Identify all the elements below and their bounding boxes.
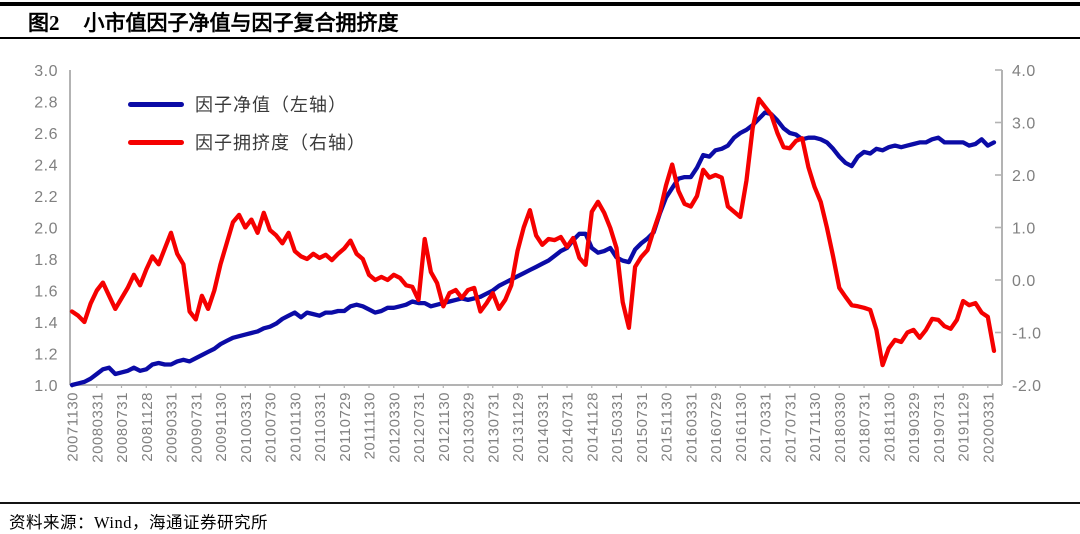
y-axis-left-label: 2.2 — [34, 189, 58, 206]
y-axis-left-label: 1.4 — [34, 315, 58, 332]
x-axis-label: 20170331 — [758, 392, 775, 463]
page-title: 小市值因子净值与因子复合拥挤度 — [83, 11, 399, 35]
x-axis-label: 20200331 — [980, 392, 997, 463]
figure-number: 图2 — [28, 11, 60, 35]
title-underline — [0, 37, 1080, 39]
x-axis-label: 20080331 — [89, 392, 106, 463]
y-axis-left-label: 3.0 — [34, 63, 58, 80]
legend-item-crowding: 因子拥挤度（右轴） — [128, 129, 366, 155]
y-axis-right-label: 2.0 — [1012, 168, 1036, 185]
x-axis-label: 20131129 — [510, 392, 527, 462]
x-axis-label: 20180330 — [832, 392, 849, 463]
x-axis-label: 20140731 — [560, 392, 577, 463]
x-axis-label: 20100730 — [263, 392, 280, 463]
x-axis-label: 20150331 — [609, 392, 626, 463]
y-axis-right-label: -2.0 — [1012, 378, 1042, 395]
x-axis-label: 20101130 — [287, 392, 304, 462]
source-note: 资料来源：Wind，海通证券研究所 — [9, 513, 268, 532]
x-axis-label: 20091130 — [213, 392, 230, 462]
factor-net-value-line — [69, 110, 997, 388]
y-axis-left-label: 2.4 — [34, 158, 58, 175]
x-axis-label: 20140331 — [535, 392, 552, 463]
x-axis-label: 20160331 — [683, 392, 700, 463]
x-axis-label: 20171130 — [807, 392, 824, 462]
x-axis-label: 20130731 — [485, 392, 502, 463]
y-axis-left-label: 2.6 — [34, 126, 58, 143]
x-axis-label: 20180731 — [857, 392, 874, 463]
x-axis-label: 20151130 — [659, 392, 676, 462]
x-axis-label: 20111130 — [362, 392, 379, 459]
y-axis-right-label: -1.0 — [1012, 326, 1042, 343]
x-axis-label: 20160729 — [708, 392, 725, 463]
x-axis-label: 20120330 — [386, 392, 403, 463]
x-axis-label: 20110331 — [312, 392, 329, 462]
x-axis-label: 20181130 — [881, 392, 898, 462]
x-axis-label: 20161130 — [733, 392, 750, 462]
figure-title: 图2 小市值因子净值与因子复合拥挤度 — [28, 7, 399, 37]
legend-label-net-value: 因子净值（左轴） — [195, 95, 347, 115]
x-axis-label: 20150731 — [634, 392, 651, 463]
x-axis-label: 20121130 — [436, 392, 453, 462]
x-axis-label: 20130329 — [461, 392, 478, 463]
top-rule — [0, 2, 1080, 6]
y-axis-right-label: 0.0 — [1012, 273, 1036, 290]
y-axis-left-label: 1.2 — [34, 347, 58, 364]
x-axis-label: 20191129 — [956, 392, 973, 462]
x-axis-label: 20090331 — [164, 392, 181, 463]
net-value-line-swatch — [128, 101, 184, 107]
y-axis-right-label: 1.0 — [1012, 221, 1036, 238]
x-axis-label: 20120731 — [411, 392, 428, 463]
footer-rule — [0, 502, 1080, 504]
x-axis-label: 20170731 — [782, 392, 799, 463]
crowding-line-swatch — [128, 139, 184, 145]
y-axis-left-label: 2.0 — [34, 221, 58, 238]
x-axis-label: 20190329 — [906, 392, 923, 463]
x-axis-label: 20190731 — [931, 392, 948, 463]
x-axis-label: 20141128 — [584, 392, 601, 462]
x-axis-label: 20110729 — [337, 392, 354, 462]
x-axis-label: 20081128 — [139, 392, 156, 462]
y-axis-right-label: 4.0 — [1012, 63, 1036, 80]
legend-label-crowding: 因子拥挤度（右轴） — [195, 133, 366, 153]
x-axis-label: 20090731 — [188, 392, 205, 463]
x-axis-label: 20100331 — [238, 392, 255, 463]
factor-crowding-line — [69, 96, 997, 368]
legend-item-net-value: 因子净值（左轴） — [128, 91, 347, 117]
x-axis-label: 20080731 — [114, 392, 131, 463]
y-axis-right-label: 3.0 — [1012, 116, 1036, 133]
y-axis-left-label: 1.8 — [34, 252, 58, 269]
x-axis-label: 20071130 — [65, 392, 82, 462]
y-axis-left-label: 1.0 — [34, 378, 58, 395]
y-axis-left-label: 1.6 — [34, 284, 58, 301]
y-axis-left-label: 2.8 — [34, 95, 58, 112]
